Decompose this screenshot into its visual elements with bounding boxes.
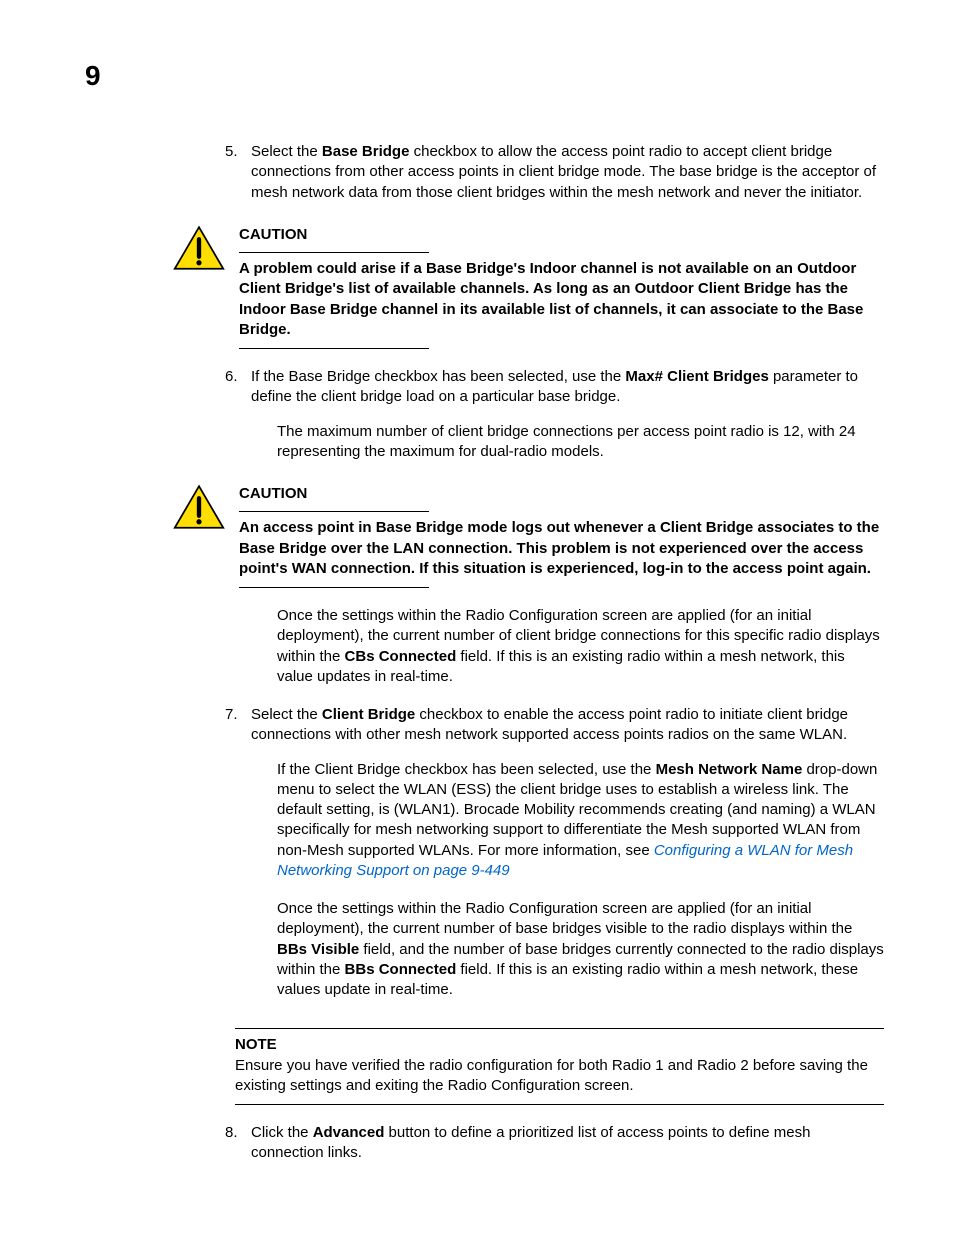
caution-title: CAUTION bbox=[239, 225, 307, 249]
note-title: NOTE bbox=[235, 1035, 884, 1055]
note-block: NOTE Ensure you have verified the radio … bbox=[235, 1028, 884, 1105]
step-7-sub2: Once the settings within the Radio Confi… bbox=[277, 899, 884, 1000]
step-number: 7. bbox=[225, 705, 251, 746]
caution-text: An access point in Base Bridge mode logs… bbox=[239, 518, 884, 579]
step-6-sub2: Once the settings within the Radio Confi… bbox=[277, 606, 884, 687]
max-client-bridges-term: Max# Client Bridges bbox=[625, 368, 768, 385]
caution-text: A problem could arise if a Base Bridge's… bbox=[239, 259, 884, 340]
caution-1: CAUTION A problem could arise if a Base … bbox=[85, 225, 884, 349]
step-body: Click the Advanced button to define a pr… bbox=[251, 1123, 884, 1164]
base-bridge-term: Base Bridge bbox=[322, 143, 410, 160]
caution-icon bbox=[173, 484, 231, 530]
step-number: 5. bbox=[225, 142, 251, 203]
step-body: Select the Base Bridge checkbox to allow… bbox=[251, 142, 884, 203]
mesh-network-name-term: Mesh Network Name bbox=[656, 761, 803, 778]
step-7: 7. Select the Client Bridge checkbox to … bbox=[225, 705, 884, 746]
cbs-connected-term: CBs Connected bbox=[345, 648, 457, 665]
bbs-visible-term: BBs Visible bbox=[277, 941, 359, 958]
step-6: 6. If the Base Bridge checkbox has been … bbox=[225, 367, 884, 408]
step-7-sub1: If the Client Bridge checkbox has been s… bbox=[277, 760, 884, 882]
step-number: 8. bbox=[225, 1123, 251, 1164]
step-8: 8. Click the Advanced button to define a… bbox=[225, 1123, 884, 1164]
step-number: 6. bbox=[225, 367, 251, 408]
caution-icon bbox=[173, 225, 231, 271]
step-body: Select the Client Bridge checkbox to ena… bbox=[251, 705, 884, 746]
caution-title: CAUTION bbox=[239, 484, 307, 508]
client-bridge-term: Client Bridge bbox=[322, 706, 415, 723]
page: 9 5. Select the Base Bridge checkbox to … bbox=[0, 0, 954, 1248]
bbs-connected-term: BBs Connected bbox=[345, 961, 457, 978]
note-text: Ensure you have verified the radio confi… bbox=[235, 1056, 884, 1097]
caution-2: CAUTION An access point in Base Bridge m… bbox=[85, 484, 884, 588]
step-5: 5. Select the Base Bridge checkbox to al… bbox=[225, 142, 884, 203]
step-6-sub1: The maximum number of client bridge conn… bbox=[277, 422, 884, 463]
chapter-number: 9 bbox=[85, 60, 884, 92]
advanced-term: Advanced bbox=[313, 1124, 385, 1141]
step-body: If the Base Bridge checkbox has been sel… bbox=[251, 367, 884, 408]
